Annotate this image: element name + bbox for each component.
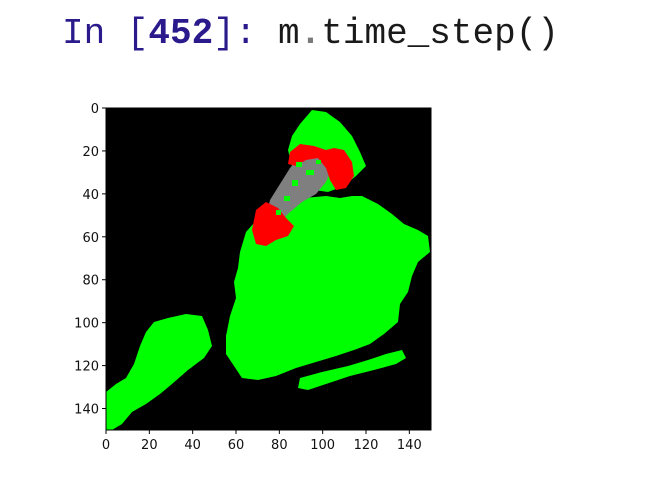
y-tick-label: 120 xyxy=(74,360,99,375)
x-tick-label: 0 xyxy=(102,438,110,453)
input-prompt-suffix: ]: xyxy=(213,13,279,54)
x-tick-label: 120 xyxy=(354,438,379,453)
y-tick-label: 40 xyxy=(82,188,99,203)
infected-clusters xyxy=(252,144,354,246)
y-tick-label: 60 xyxy=(82,231,99,246)
landmass-manhattan xyxy=(266,150,332,226)
x-axis: 0 20 40 60 80 100 120 140 xyxy=(102,430,422,453)
y-tick-label: 80 xyxy=(82,274,99,289)
y-tick-label: 100 xyxy=(74,317,99,332)
landmass-staten-island xyxy=(106,314,212,430)
healthy-speckles xyxy=(276,160,321,215)
execution-count: 452 xyxy=(148,13,214,54)
x-tick-label: 20 xyxy=(141,438,158,453)
infected-cluster-lower xyxy=(252,202,294,246)
map-image xyxy=(106,110,430,430)
code-dot-operator: . xyxy=(299,13,322,54)
y-tick-label: 140 xyxy=(74,403,99,418)
code-method-call: time_step() xyxy=(321,13,559,54)
landmass-rockaway xyxy=(298,350,406,390)
x-tick-label: 40 xyxy=(184,438,201,453)
plot-frame xyxy=(105,107,432,431)
x-tick-label: 60 xyxy=(228,438,245,453)
y-axis: 0 20 40 60 80 100 120 140 xyxy=(74,102,106,418)
y-tick-label: 0 xyxy=(91,102,99,117)
x-tick-label: 80 xyxy=(271,438,288,453)
x-tick-label: 100 xyxy=(310,438,335,453)
landmass-brooklyn-queens xyxy=(226,196,430,380)
y-tick-label: 20 xyxy=(82,145,99,160)
infected-cluster-upper xyxy=(288,144,354,190)
x-tick-label: 140 xyxy=(397,438,422,453)
input-prompt-prefix: In [ xyxy=(62,13,149,54)
code-cell-input[interactable]: In [452]: m.time_step() xyxy=(62,12,559,56)
code-object-name: m xyxy=(278,13,300,54)
